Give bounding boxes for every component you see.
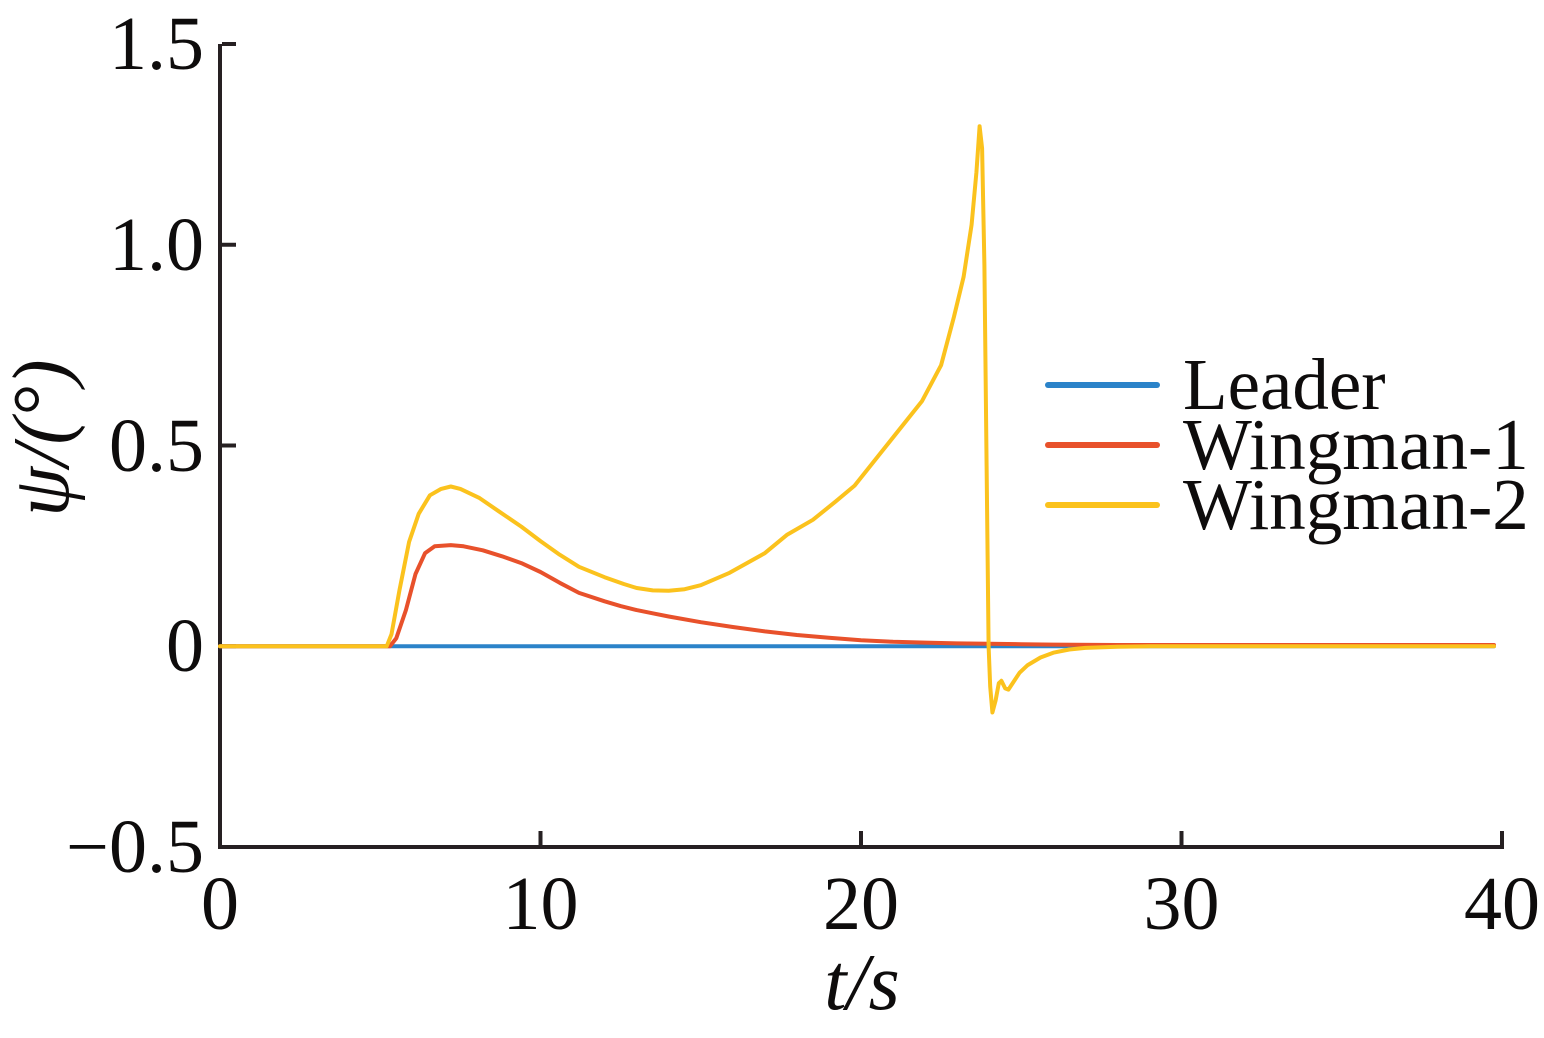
legend-swatch-leader xyxy=(1045,382,1160,388)
legend-row: Wingman-1 xyxy=(1045,404,1529,485)
x-axis-label: t/s xyxy=(824,939,900,1027)
y-tick-label: −0.5 xyxy=(66,805,204,889)
legend-label: Wingman-2 xyxy=(1183,464,1529,545)
y-tick-label: 1.0 xyxy=(109,202,204,287)
x-tick-label: 20 xyxy=(823,862,899,946)
x-tick-label: 10 xyxy=(502,862,579,946)
y-tick-label: 1.5 xyxy=(109,2,204,86)
y-tick-label: 0.5 xyxy=(109,403,204,488)
legend: Leader Wingman-1 Wingman-2 xyxy=(1045,344,1529,545)
legend-label: Leader xyxy=(1183,344,1386,425)
legend-swatch-wingman-1 xyxy=(1045,442,1160,448)
x-tick-label: 0 xyxy=(201,862,239,946)
legend-row: Leader xyxy=(1045,344,1529,425)
x-tick-label: 30 xyxy=(1143,862,1220,946)
legend-label: Wingman-1 xyxy=(1183,404,1529,485)
series-line-wingman-1 xyxy=(218,543,1496,649)
x-tick-label: 40 xyxy=(1464,862,1540,946)
series-line-wingman-2 xyxy=(218,124,1496,715)
legend-swatch-wingman-2 xyxy=(1045,502,1160,508)
y-tick-label: 0 xyxy=(166,604,204,689)
axes-spines xyxy=(218,44,1504,849)
legend-row: Wingman-2 xyxy=(1045,464,1529,545)
